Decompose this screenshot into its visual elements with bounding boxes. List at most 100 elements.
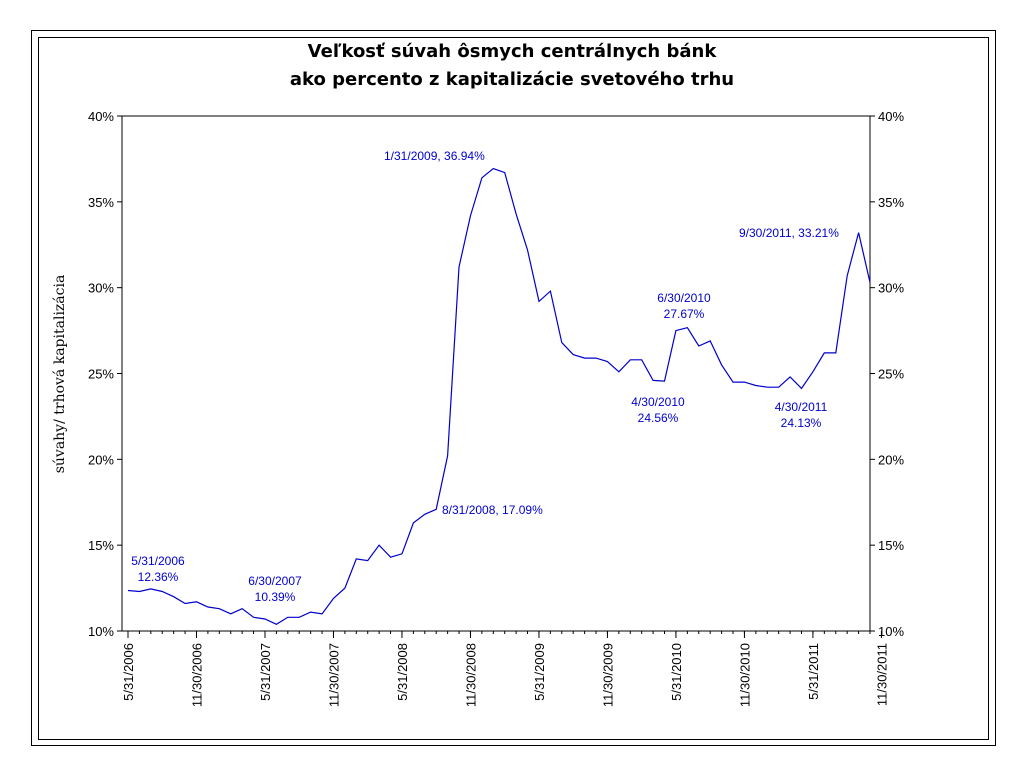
data-point (777, 386, 780, 389)
plot-area-border (121, 115, 871, 632)
y-axis-label: súvahy/ trhová kapitalizácia (52, 275, 68, 474)
data-point (206, 605, 209, 608)
annotation-label: 8/31/2008, 17.09% (442, 503, 543, 517)
data-point (515, 212, 518, 215)
annotation-label: 6/30/2007 10.39% (248, 574, 302, 604)
data-point (857, 231, 860, 234)
annotation-line: 6/30/2007 (248, 574, 302, 588)
data-point (480, 176, 483, 179)
chart-inner-border (38, 37, 989, 740)
data-point (241, 607, 244, 610)
y-tick-label-left: 35% (88, 195, 114, 210)
chart-title-line-2: ako percento z kapitalizácie svetového t… (289, 69, 735, 90)
data-point (184, 602, 187, 605)
data-point (640, 358, 643, 361)
annotation-label: 9/30/2011, 33.21% (739, 226, 839, 240)
chart-title-line-1: Veľkosť súvah ôsmych centrálnych bánk (307, 41, 717, 62)
x-tick-label: 5/31/2008 (395, 643, 410, 701)
annotation-line: 10.39% (255, 590, 296, 604)
data-point (743, 381, 746, 384)
data-point (789, 375, 792, 378)
annotation-line: 6/30/2010 (657, 291, 711, 305)
y-tick-label-left: 20% (88, 452, 114, 467)
data-point (355, 557, 358, 560)
data-point (674, 329, 677, 332)
y-tick-label-left: 40% (88, 109, 114, 124)
annotation-line: 12.36% (138, 570, 179, 584)
data-point (366, 559, 369, 562)
x-tick-label: 11/30/2006 (189, 643, 204, 707)
data-point (617, 370, 620, 373)
x-tick-label: 11/30/2008 (463, 643, 478, 707)
data-point (321, 612, 324, 615)
data-point (697, 345, 700, 348)
data-point (732, 381, 735, 384)
annotation-line: 8/31/2008, 17.09% (442, 503, 543, 517)
data-point (149, 587, 152, 590)
y-tick-label-right: 25% (878, 367, 904, 382)
data-point (378, 544, 381, 547)
data-point (332, 597, 335, 600)
data-point (412, 521, 415, 524)
series-line (127, 167, 871, 625)
data-point (423, 513, 426, 516)
annotation-line: 1/31/2009, 36.94% (384, 149, 485, 163)
data-point (663, 380, 666, 383)
x-tick-label: 11/30/2009 (600, 643, 615, 707)
data-point (446, 454, 449, 457)
data-point (537, 300, 540, 303)
data-point (652, 379, 655, 382)
annotation-line: 24.56% (638, 411, 679, 425)
data-point (469, 214, 472, 217)
data-point (218, 607, 221, 610)
y-tick-label-right: 10% (878, 624, 904, 639)
data-point (720, 363, 723, 366)
y-tick-label-right: 40% (878, 109, 904, 124)
y-tick-label-left: 15% (88, 538, 114, 553)
data-point (458, 266, 461, 269)
y-tick-label-right: 20% (878, 452, 904, 467)
annotation-line: 4/30/2011 (775, 400, 828, 414)
data-point (229, 612, 232, 615)
annotation-line: 27.67% (664, 307, 705, 321)
data-point (754, 384, 757, 387)
data-point (629, 358, 632, 361)
data-point (572, 353, 575, 356)
axes: 10% 10% 15% 15% 20% 20% 25% 25% 30% 30% 35% 35% 40% 4… (88, 109, 904, 707)
data-point (275, 623, 278, 626)
y-tick-label-left: 25% (88, 367, 114, 382)
x-tick-label: 5/31/2006 (121, 643, 136, 701)
x-tick-label: 11/30/2010 (737, 643, 752, 707)
data-point (343, 587, 346, 590)
annotation-line: 4/30/2010 (631, 395, 685, 409)
annotation-label: 1/31/2009, 36.94% (384, 149, 485, 163)
y-tick-label-left: 10% (88, 624, 114, 639)
data-point (263, 617, 266, 620)
data-point (252, 616, 255, 619)
data-point (560, 341, 563, 344)
data-point (435, 508, 438, 511)
annotation-label: 4/30/2011 24.13% (775, 400, 828, 430)
y-tick-label-left: 30% (88, 281, 114, 296)
data-point (138, 590, 141, 593)
chart-title: Veľkosť súvah ôsmych centrálnych bánk ak… (0, 38, 1024, 94)
data-point (800, 387, 803, 390)
data-point (595, 357, 598, 360)
x-tick-label: 5/31/2009 (532, 643, 547, 701)
data-point (823, 351, 826, 354)
x-tick-label: 5/31/2011 (806, 643, 821, 700)
data-point (834, 351, 837, 354)
data-point (549, 290, 552, 293)
series-layer (127, 167, 871, 626)
annotations: 5/31/2006 12.36% 6/30/2007 10.39% 8/31/2008,… (131, 149, 839, 604)
data-point (503, 171, 506, 174)
annotation-label: 5/31/2006 12.36% (131, 554, 185, 584)
data-point (172, 595, 175, 598)
y-tick-label-right: 35% (878, 195, 904, 210)
data-point (298, 616, 301, 619)
data-point (127, 589, 130, 592)
data-point (709, 339, 712, 342)
data-point (161, 590, 164, 593)
annotation-line: 9/30/2011, 33.21% (739, 226, 839, 240)
